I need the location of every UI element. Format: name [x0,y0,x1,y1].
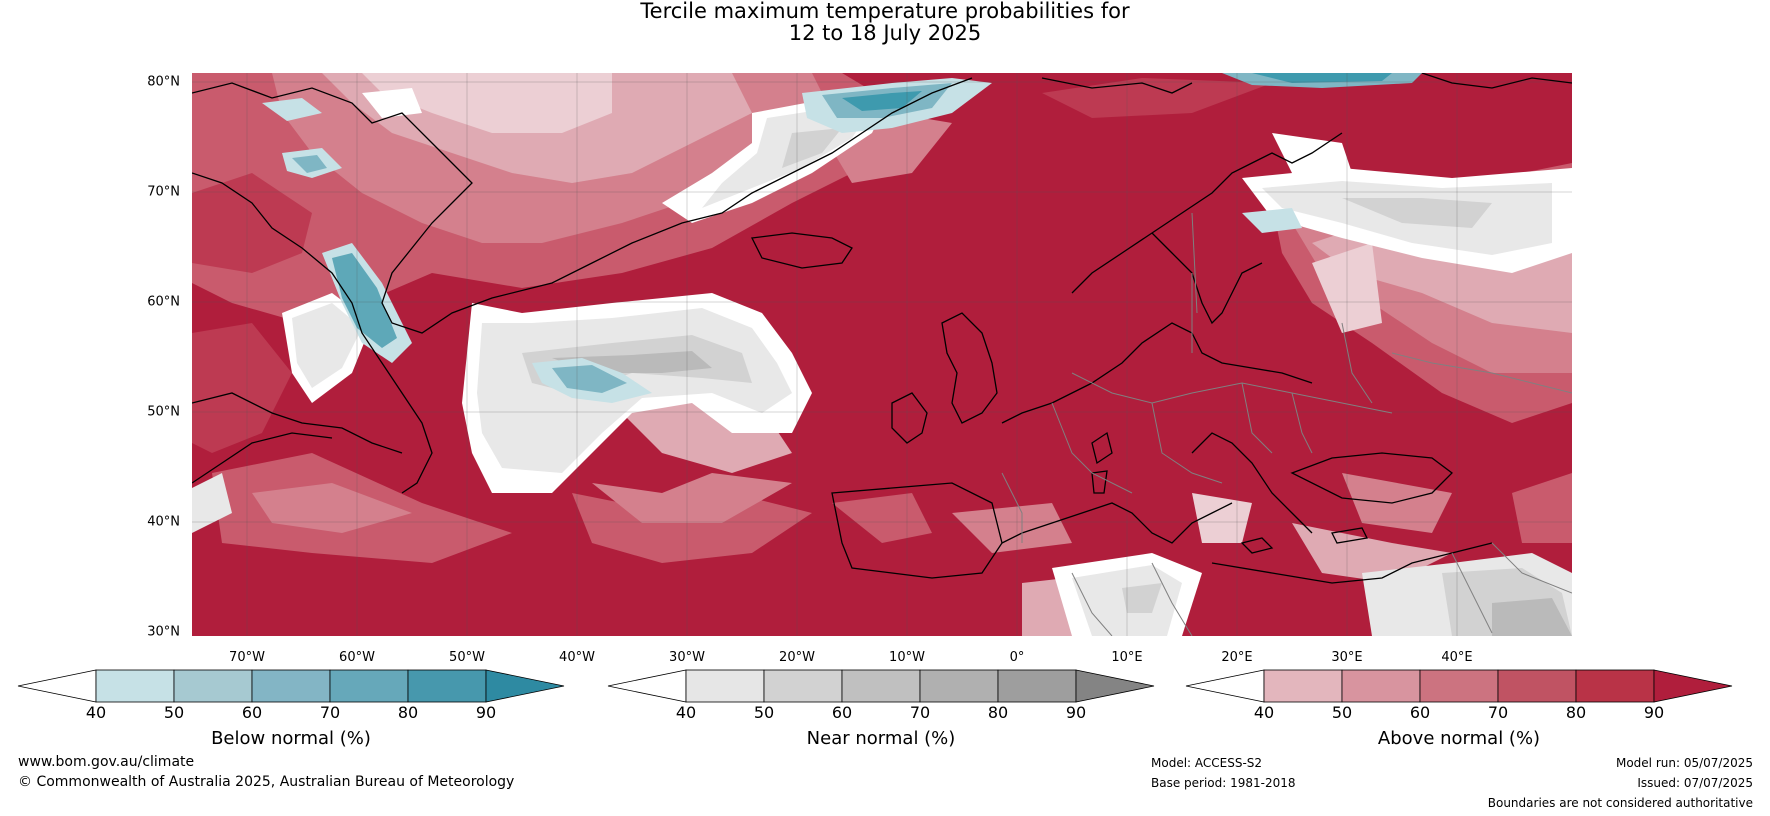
lat-label-60n: 60°N [147,294,180,310]
colorbar-above-tick-60: 60 [1409,703,1431,722]
colorbar-above-title: Above normal (%) [1377,728,1541,749]
below-normal-regions [262,73,1422,403]
map-title-line-1: Tercile maximum temperature probabilitie… [640,0,1130,23]
colorbar-below-tick-40: 40 [85,703,107,722]
lon-label-20w: 20°W [779,650,815,665]
lat-label-50n: 50°N [147,404,180,420]
near-normal-regions [192,88,1572,636]
lon-label-30w: 30°W [669,650,705,665]
colorbar-near-tick-40: 40 [675,703,697,722]
colorbar-below-title: Below normal (%) [211,728,371,749]
colorbar-near-tick-80: 80 [987,703,1009,722]
boundaries-disclaimer: Boundaries are not considered authoritat… [1487,796,1753,810]
lat-label-80n: 80°N [147,74,180,90]
lat-label-30n: 30°N [147,624,180,640]
colorbar-near-tick-60: 60 [831,703,853,722]
lon-label-10w: 10°W [889,650,925,665]
lat-label-40n: 40°N [147,514,180,530]
model-run-date: Model run: 05/07/2025 [1615,756,1753,770]
colorbar-below-normal-graphic [17,669,565,703]
map-title-line-2: 12 to 18 July 2025 [788,21,982,45]
map-graticule [192,73,1572,636]
colorbar-near-normal-graphic [607,669,1155,703]
website-link[interactable]: www.bom.gov.au/climate [18,754,195,770]
colorbar-near-title: Near normal (%) [806,728,956,749]
colorbar-near-tick-50: 50 [753,703,775,722]
issued-date: Issued: 07/07/2025 [1637,776,1753,790]
base-period: Base period: 1981-2018 [1151,776,1296,790]
colorbar-above-tick-80: 80 [1565,703,1587,722]
colorbar-below-tick-80: 80 [397,703,419,722]
lon-label-60w: 60°W [339,650,375,665]
lon-label-40e: 40°E [1441,650,1473,665]
lon-label-0: 0° [1009,650,1025,665]
colorbar-below-tick-50: 50 [163,703,185,722]
colorbar-above-tick-40: 40 [1253,703,1275,722]
colorbar-below-tick-70: 70 [319,703,341,722]
colorbar-near-tick-70: 70 [909,703,931,722]
colorbar-above-normal [1185,669,1734,703]
lon-label-40w: 40°W [559,650,595,665]
forecast-map [192,73,1572,636]
lon-label-70w: 70°W [229,650,265,665]
map-canvas [192,73,1572,636]
copyright-text: © Commonwealth of Australia 2025, Austra… [18,774,515,790]
lat-label-70n: 70°N [147,184,180,200]
lon-label-10e: 10°E [1111,650,1143,665]
coastlines [192,73,1572,584]
colorbar-near-tick-90: 90 [1065,703,1087,722]
lon-label-50w: 50°W [449,650,485,665]
colorbar-above-tick-70: 70 [1487,703,1509,722]
colorbar-above-tick-90: 90 [1643,703,1665,722]
colorbar-near-normal [607,669,1156,703]
colorbar-above-normal-graphic [1185,669,1733,703]
colorbar-below-tick-60: 60 [241,703,263,722]
colorbar-below-normal [17,669,566,703]
colorbar-above-tick-50: 50 [1331,703,1353,722]
lon-label-30e: 30°E [1331,650,1363,665]
lon-label-20e: 20°E [1221,650,1253,665]
model-name: Model: ACCESS-S2 [1151,756,1263,770]
colorbar-below-tick-90: 90 [475,703,497,722]
country-borders [1001,212,1572,636]
